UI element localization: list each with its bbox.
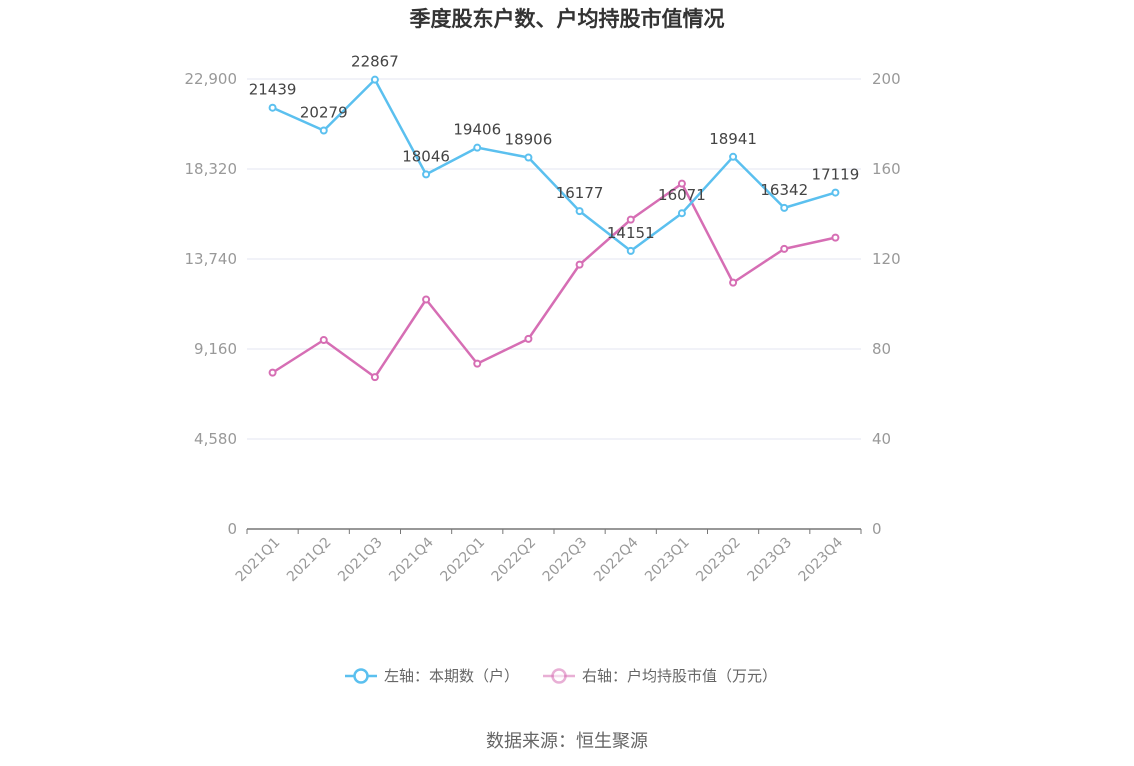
left-axis-tick-label: 18,320 bbox=[185, 160, 238, 178]
right-axis-tick-label: 40 bbox=[872, 430, 891, 448]
x-axis-tick-label: 2023Q1 bbox=[642, 535, 693, 586]
left-axis-tick-label: 4,580 bbox=[194, 430, 237, 448]
data-label: 21439 bbox=[249, 81, 297, 99]
x-axis-tick-label: 2022Q3 bbox=[540, 535, 591, 586]
left-axis-tick-label: 0 bbox=[227, 520, 237, 538]
data-point bbox=[370, 75, 379, 84]
data-label: 16342 bbox=[760, 181, 808, 199]
data-label: 16177 bbox=[556, 184, 604, 202]
x-axis-tick-label: 2023Q3 bbox=[744, 535, 795, 586]
x-axis-tick-label: 2022Q2 bbox=[489, 535, 540, 586]
x-axis-tick-label: 2023Q4 bbox=[796, 534, 847, 585]
data-label: 18941 bbox=[709, 130, 757, 148]
legend-item[interactable]: 左轴：本期数（户） bbox=[345, 667, 519, 685]
data-label: 22867 bbox=[351, 53, 399, 71]
data-point bbox=[780, 244, 789, 253]
legend-marker bbox=[551, 668, 567, 684]
left-axis-tick-label: 22,900 bbox=[185, 70, 238, 88]
legend-label: 右轴：户均持股市值（万元） bbox=[582, 667, 777, 685]
source-note: 数据来源：恒生聚源 bbox=[486, 731, 648, 752]
data-point bbox=[831, 188, 840, 197]
x-axis-tick-label: 2021Q1 bbox=[233, 535, 284, 586]
series-line bbox=[272, 78, 836, 253]
data-point bbox=[780, 203, 789, 212]
right-axis-tick-label: 200 bbox=[872, 70, 901, 88]
data-label: 17119 bbox=[812, 166, 860, 184]
legend-item[interactable]: 右轴：户均持股市值（万元） bbox=[543, 667, 777, 685]
data-point bbox=[422, 170, 431, 179]
data-label: 20279 bbox=[300, 104, 348, 122]
data-point bbox=[575, 260, 584, 269]
data-point bbox=[677, 209, 686, 218]
data-point bbox=[677, 179, 686, 188]
data-label: 18046 bbox=[402, 147, 450, 165]
legend-marker bbox=[353, 668, 369, 684]
data-point bbox=[626, 215, 635, 224]
right-axis-tick-label: 0 bbox=[872, 520, 882, 538]
data-label: 16071 bbox=[658, 186, 706, 204]
data-label: 18906 bbox=[505, 130, 553, 148]
legend[interactable]: 左轴：本期数（户） 右轴：户均持股市值（万元） bbox=[345, 667, 777, 685]
data-label: 14151 bbox=[607, 224, 655, 242]
chart-title: 季度股东户数、户均持股市值情况 bbox=[410, 7, 725, 31]
series-line bbox=[271, 182, 836, 379]
data-label: 19406 bbox=[453, 121, 501, 139]
grid-lines bbox=[247, 78, 861, 440]
data-point bbox=[268, 368, 277, 377]
data-point bbox=[524, 153, 533, 162]
series-group bbox=[268, 75, 840, 382]
x-axis-tick-label: 2022Q1 bbox=[437, 535, 488, 586]
x-axis-tick-label: 2021Q4 bbox=[386, 534, 437, 585]
left-axis-tick-label: 13,740 bbox=[185, 250, 238, 268]
right-axis-tick-label: 80 bbox=[872, 340, 891, 358]
data-point bbox=[370, 373, 379, 382]
x-axis-tick-label: 2022Q4 bbox=[591, 534, 642, 585]
data-point bbox=[473, 143, 482, 152]
data-point bbox=[319, 336, 328, 344]
data-point bbox=[319, 126, 328, 135]
data-point bbox=[729, 152, 738, 161]
x-axis-tick-label: 2021Q2 bbox=[284, 535, 335, 586]
data-point bbox=[729, 278, 738, 287]
data-point bbox=[831, 233, 840, 242]
left-axis-tick-label: 9,160 bbox=[194, 340, 237, 358]
data-point bbox=[268, 103, 277, 112]
data-point bbox=[422, 295, 431, 304]
data-point bbox=[575, 207, 584, 216]
data-point bbox=[473, 359, 482, 368]
x-axis-tick-label: 2021Q3 bbox=[335, 535, 386, 586]
right-axis-tick-label: 120 bbox=[872, 250, 901, 268]
x-axis-tick-label: 2023Q2 bbox=[693, 535, 744, 586]
data-point bbox=[524, 334, 533, 343]
legend-label: 左轴：本期数（户） bbox=[384, 667, 519, 685]
right-axis-tick-label: 160 bbox=[872, 160, 901, 178]
data-point bbox=[626, 246, 635, 255]
